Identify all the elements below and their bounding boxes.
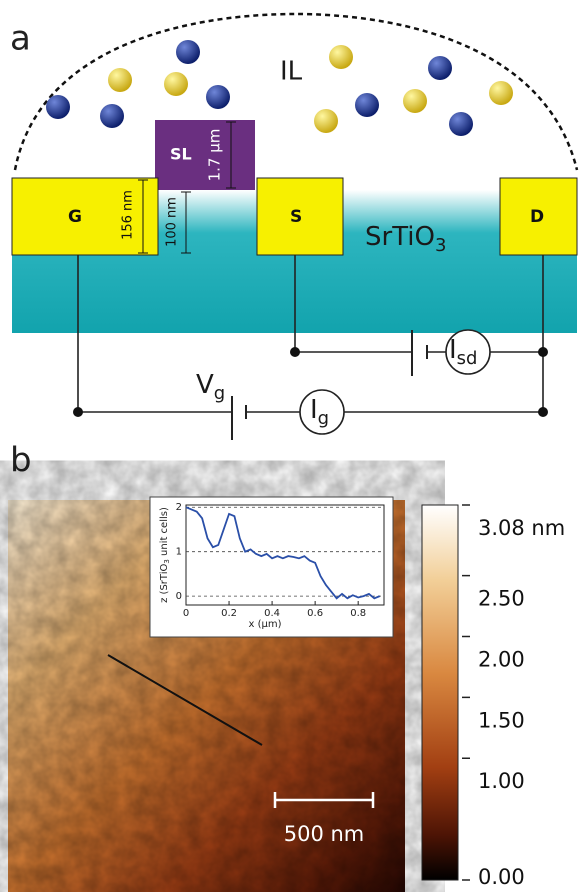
- sd-current-text: I: [449, 335, 457, 365]
- colorbar-tick-label: 3.08 nm: [478, 516, 565, 540]
- ionic-liquid-label: IL: [280, 57, 303, 87]
- y-axis-label-part: z (SrTiO: [159, 564, 170, 603]
- drain-electrode: [499, 177, 578, 256]
- gate-voltage: Vg: [196, 370, 225, 405]
- liquid-boundary: [13, 12, 579, 171]
- scale-bar-label: 500 nm: [284, 822, 365, 846]
- x-tick-label: 0: [183, 608, 189, 619]
- drain-label: D: [530, 207, 544, 227]
- profile-curve: [185, 506, 381, 600]
- panel-label: a: [10, 19, 31, 59]
- gate-current: Ig: [310, 395, 329, 430]
- sd-current: Isd: [449, 335, 477, 370]
- source-electrode: [256, 177, 344, 256]
- dimension-lines: [138, 121, 236, 254]
- substrate-label: SrTiO3: [365, 222, 446, 257]
- scale-bar: [273, 792, 375, 808]
- inset: [149, 496, 394, 638]
- gate-current-sub: g: [318, 408, 329, 429]
- y-axis-label: z (SrTiO3 unit cells): [159, 507, 171, 603]
- gate-current-text: I: [310, 395, 318, 425]
- substrate-sub: 3: [435, 235, 446, 256]
- colorbar-tick-label: 2.00: [478, 647, 525, 671]
- gate-label: G: [68, 207, 82, 227]
- electrode-height: 156 nm: [121, 190, 136, 240]
- ions: [46, 40, 513, 136]
- generated: 3.08 nm 2.50 2.00 1.50 1.00 0.00 0 1 2 0 0.2 0.4 0.6…: [159, 502, 565, 889]
- y-tick-label: 0: [176, 591, 182, 602]
- y-axis-label-part: unit cells): [159, 507, 170, 559]
- y-axis-label-part: 3: [163, 559, 171, 563]
- substrate-text: SrTiO: [365, 222, 435, 252]
- x-tick-label: 0.6: [307, 608, 323, 619]
- side-layer-height: 1.7 μm: [206, 129, 224, 182]
- side-layer: [155, 120, 255, 190]
- inset-plot-area: [185, 504, 385, 606]
- side-layer-label: SL: [170, 145, 192, 164]
- colorbar-tick-label: 1.50: [478, 708, 525, 732]
- y-tick-label: 2: [176, 502, 182, 513]
- x-tick-label: 0.8: [350, 608, 366, 619]
- y-tick-label: 1: [176, 547, 182, 558]
- x-tick-label: 0.2: [221, 608, 237, 619]
- colorbar: [421, 504, 459, 881]
- gate-electrode: [11, 177, 159, 256]
- x-tick-label: 0.4: [264, 608, 280, 619]
- gap-height: 100 nm: [165, 197, 180, 247]
- circuit: [73, 255, 548, 440]
- colorbar-tick-label: 0.00: [478, 865, 525, 889]
- profile-line: [107, 654, 263, 746]
- panel-label: b: [10, 441, 32, 481]
- colorbar-tick-label: 1.00: [478, 769, 525, 793]
- x-axis-label: x (μm): [248, 619, 281, 630]
- gate-voltage-sub: g: [214, 383, 225, 404]
- source-label: S: [290, 207, 302, 227]
- sd-current-sub: sd: [457, 348, 478, 369]
- gate-voltage-text: V: [196, 370, 214, 400]
- colorbar-tick-label: 2.50: [478, 587, 525, 611]
